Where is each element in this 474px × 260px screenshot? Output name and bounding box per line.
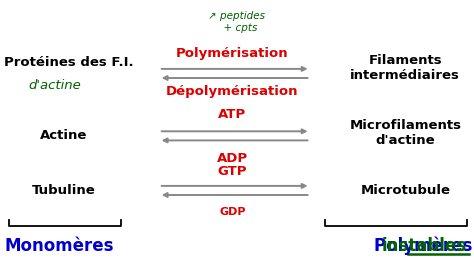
Text: d'actine: d'actine [28,79,81,92]
Text: Filaments
intermédiaires: Filaments intermédiaires [350,54,460,82]
Text: Monomères: Monomères [4,237,114,255]
Text: Microfilaments
d'actine: Microfilaments d'actine [349,119,461,147]
Text: Dépolymérisation: Dépolymérisation [166,85,299,98]
Text: ADP: ADP [217,152,248,165]
Text: Microtubule: Microtubule [360,184,450,197]
Text: Protéines des F.I.: Protéines des F.I. [4,56,134,69]
Text: instables: instables [382,237,467,255]
Text: Polymères: Polymères [374,236,474,255]
Text: GTP: GTP [218,165,247,178]
Text: Polymérisation: Polymérisation [176,47,289,60]
Text: ATP: ATP [218,108,246,121]
Text: ↗ peptides
  + cpts: ↗ peptides + cpts [209,11,265,33]
Text: Actine: Actine [40,129,88,142]
Text: GDP: GDP [219,207,246,217]
Text: Tubuline: Tubuline [32,184,96,197]
